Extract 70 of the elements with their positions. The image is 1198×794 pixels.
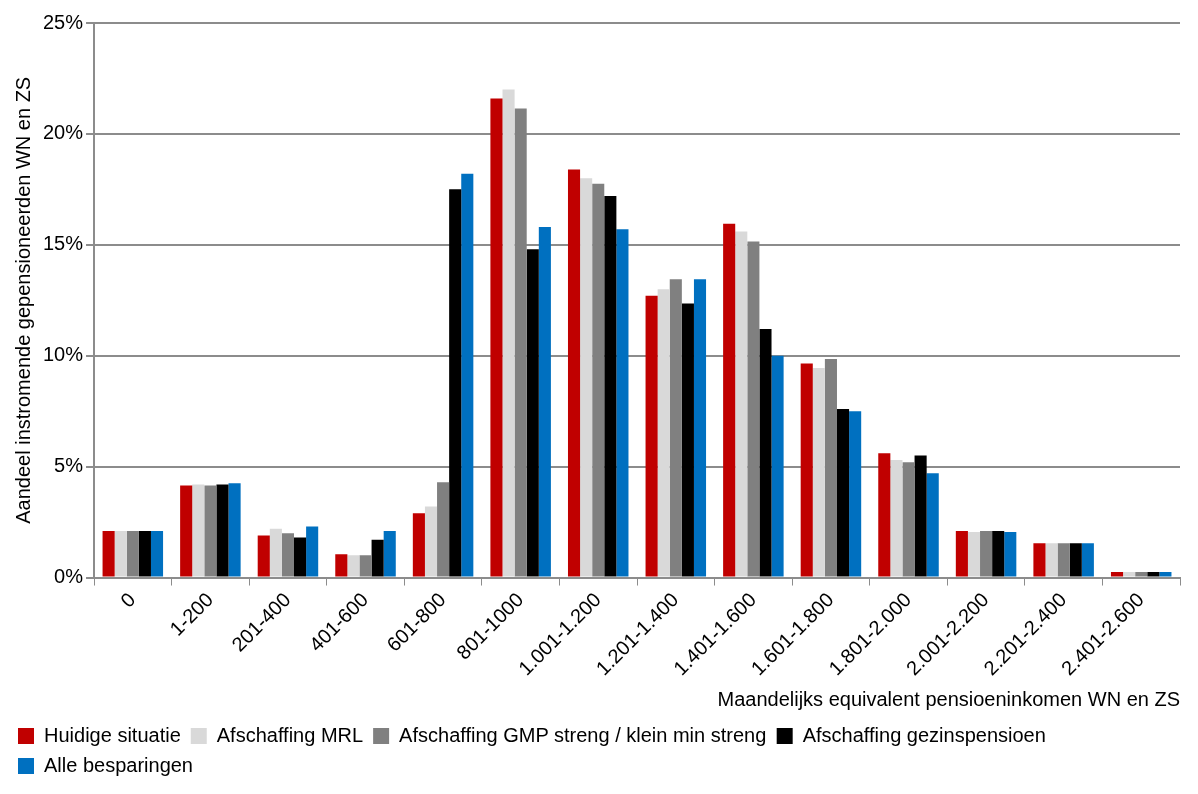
bar bbox=[616, 229, 629, 577]
bar bbox=[306, 526, 319, 577]
bar bbox=[890, 459, 903, 577]
bar bbox=[604, 196, 617, 577]
bar bbox=[257, 535, 270, 577]
bar bbox=[424, 506, 438, 577]
legend-label: Afschaffing gezinspensioen bbox=[802, 723, 1046, 746]
bar bbox=[849, 411, 862, 577]
bar bbox=[1123, 572, 1136, 577]
bar bbox=[836, 408, 850, 577]
y-tick-label: 10% bbox=[43, 343, 84, 366]
bar bbox=[1110, 572, 1124, 577]
y-tick-label: 0% bbox=[54, 565, 84, 588]
bar bbox=[1069, 543, 1082, 577]
bar bbox=[269, 528, 282, 577]
bar bbox=[180, 485, 193, 577]
bar bbox=[490, 98, 503, 577]
bar bbox=[412, 513, 425, 577]
y-tick-label: 15% bbox=[43, 232, 84, 255]
bar bbox=[812, 367, 825, 577]
bar bbox=[216, 484, 229, 577]
bar bbox=[383, 530, 396, 577]
bar bbox=[955, 530, 968, 577]
bar bbox=[878, 453, 891, 577]
bar bbox=[800, 363, 813, 577]
bar bbox=[461, 173, 474, 577]
legend-label: Afschaffing MRL bbox=[216, 723, 364, 746]
bar bbox=[645, 295, 658, 577]
bar bbox=[759, 329, 772, 577]
y-tick-label: 25% bbox=[43, 10, 84, 33]
x-axis-title: Maandelijks equivalent pensioeninkomen WN en ZS bbox=[717, 687, 1180, 710]
bar bbox=[580, 178, 593, 577]
bar bbox=[538, 227, 551, 577]
bar bbox=[449, 189, 462, 577]
y-axis-title: Aandeel instromende gepensioneerden WN en ZS bbox=[11, 76, 34, 524]
bar bbox=[967, 532, 981, 577]
legend-label: Afschaffing GMP streng / klein min streng bbox=[399, 723, 767, 746]
bar bbox=[347, 555, 360, 577]
y-tick-label: 20% bbox=[43, 121, 84, 144]
bar bbox=[657, 289, 670, 577]
bar bbox=[1081, 543, 1094, 577]
bar bbox=[567, 169, 581, 577]
bar bbox=[1159, 572, 1172, 577]
bar bbox=[114, 530, 127, 577]
bar bbox=[992, 530, 1005, 577]
bar bbox=[335, 554, 348, 577]
bar bbox=[914, 455, 927, 577]
bar bbox=[138, 530, 151, 577]
legend-label: Huidige situatie bbox=[44, 723, 181, 746]
bar bbox=[681, 303, 694, 577]
bar bbox=[526, 249, 539, 577]
bar bbox=[771, 355, 784, 577]
bar bbox=[294, 537, 307, 577]
bar bbox=[502, 89, 515, 577]
bar bbox=[1147, 572, 1160, 577]
bar bbox=[228, 483, 241, 577]
bar bbox=[926, 473, 939, 577]
bar bbox=[723, 223, 736, 577]
bar bbox=[1033, 543, 1046, 577]
bar bbox=[102, 530, 115, 577]
bar bbox=[150, 530, 164, 577]
bar bbox=[693, 279, 707, 577]
bar bbox=[371, 539, 384, 577]
bar bbox=[1045, 543, 1058, 577]
bar bbox=[1004, 532, 1017, 577]
legend-label: Alle besparingen bbox=[44, 753, 193, 776]
bar bbox=[192, 484, 205, 577]
y-tick-label: 5% bbox=[54, 454, 84, 477]
bar bbox=[735, 231, 748, 577]
x-tick-label: 0 bbox=[116, 588, 140, 612]
